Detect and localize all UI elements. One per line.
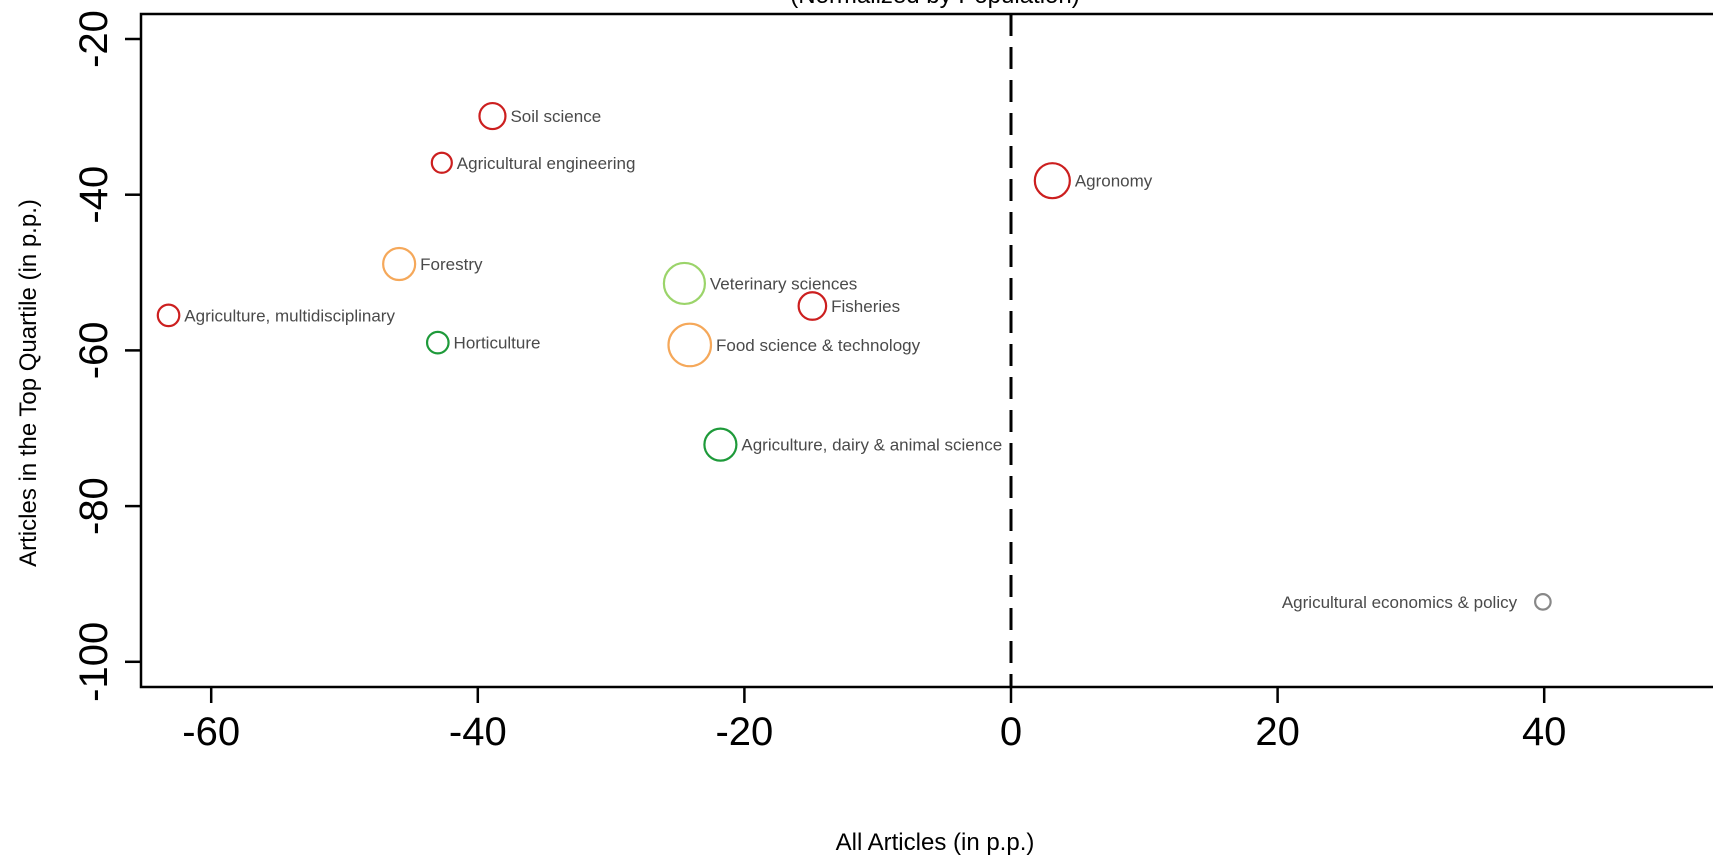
data-point — [703, 427, 738, 462]
x-axis-title: All Articles (in p.p.) — [836, 829, 1035, 856]
x-axis: -60 -40 -20 0 20 40 — [182, 687, 1566, 754]
data-points — [156, 101, 1552, 611]
data-point-label: Soil science — [510, 107, 601, 126]
data-point — [662, 261, 707, 306]
data-point — [430, 151, 453, 174]
data-point-label: Agricultural engineering — [457, 154, 636, 173]
y-tick-label: -60 — [72, 321, 116, 379]
y-axis-title: Articles in the Top Quartile (in p.p.) — [15, 199, 42, 567]
x-tick-label: 40 — [1522, 710, 1567, 754]
y-tick-label: -40 — [72, 166, 116, 224]
data-point — [797, 291, 828, 321]
chart-title: (Normalized by Population) — [790, 0, 1079, 9]
data-point-label: Food science & technology — [716, 336, 921, 355]
data-point — [425, 330, 450, 355]
y-tick-label: -100 — [72, 622, 116, 702]
data-point-label: Forestry — [420, 255, 483, 274]
plot-area-frame — [139, 12, 1713, 689]
data-point-label: Fisheries — [831, 297, 900, 316]
data-point-label: Agriculture, multidisciplinary — [184, 306, 395, 325]
data-point — [667, 322, 713, 368]
data-point — [382, 246, 417, 282]
x-tick-label: -40 — [449, 710, 507, 754]
data-point — [478, 101, 507, 131]
data-point — [1033, 162, 1071, 200]
point-labels: Soil science Agricultural engineering Agro… — [184, 107, 1517, 612]
y-tick-label: -80 — [72, 477, 116, 535]
data-point-label: Agriculture, dairy & animal science — [741, 436, 1002, 455]
x-tick-label: 20 — [1255, 710, 1300, 754]
x-tick-label: -60 — [182, 710, 240, 754]
x-tick-label: -20 — [715, 710, 773, 754]
data-point-label: Horticulture — [454, 334, 541, 353]
data-point — [1534, 593, 1552, 611]
data-point-label: Agronomy — [1075, 172, 1153, 191]
data-point — [156, 303, 181, 328]
y-axis: -20 -40 -60 -80 -100 — [72, 10, 141, 702]
y-tick-label: -20 — [72, 10, 116, 68]
data-point-label: Agricultural economics & policy — [1282, 593, 1518, 612]
x-tick-label: 0 — [1000, 710, 1022, 754]
data-point-label: Veterinary sciences — [710, 274, 857, 293]
